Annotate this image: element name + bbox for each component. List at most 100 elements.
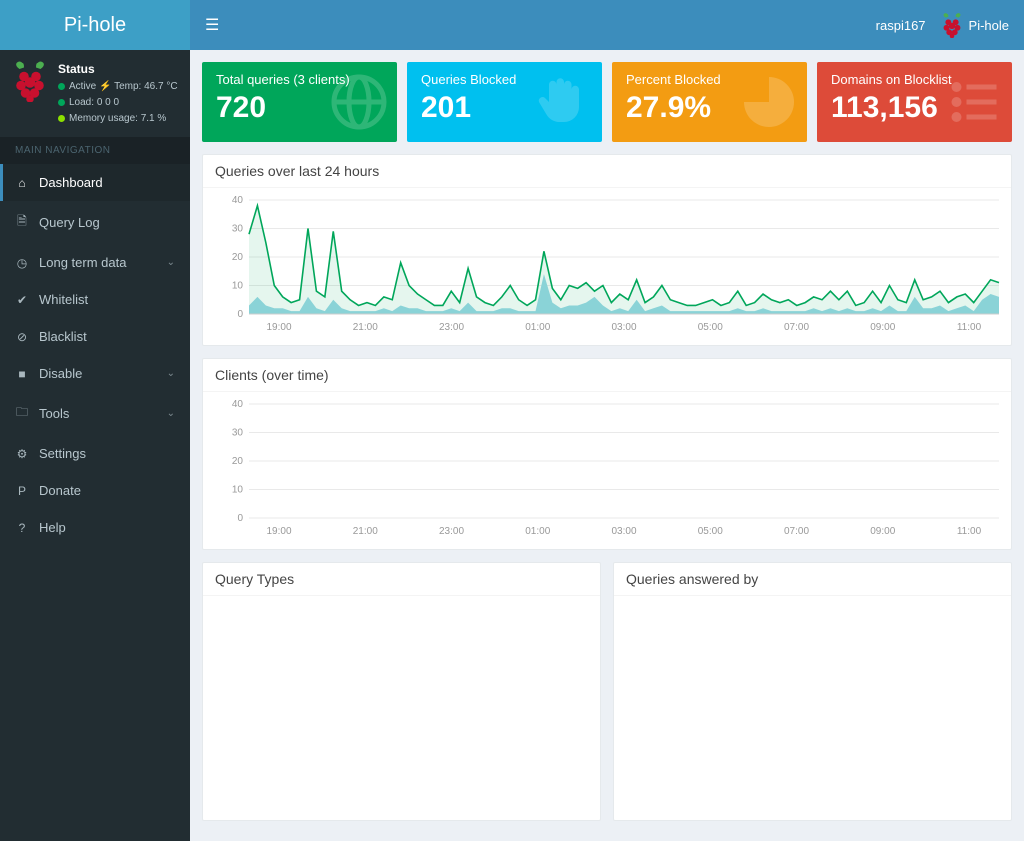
svg-text:03:00: 03:00 [611, 526, 636, 537]
sidebar-item-help[interactable]: ? Help [0, 509, 190, 546]
raspberry-icon [12, 60, 48, 102]
svg-text:07:00: 07:00 [784, 526, 809, 537]
svg-text:19:00: 19:00 [266, 322, 291, 333]
chevron-down-icon: ⌄ [167, 257, 175, 268]
card-value: 201 [421, 91, 588, 125]
svg-text:19:00: 19:00 [266, 526, 291, 537]
status-memory: Memory usage: 7.1 % [58, 111, 178, 127]
nav-label: Disable [39, 366, 82, 381]
status-load: Load: 0 0 0 [58, 95, 178, 111]
card-value: 27.9% [626, 91, 793, 125]
panel-title: Query Types [203, 563, 600, 596]
raspberry-icon [941, 12, 963, 38]
brand-logo[interactable]: Pi-hole [0, 0, 190, 50]
nav-label: Long term data [39, 255, 126, 270]
svg-text:23:00: 23:00 [439, 322, 464, 333]
card-label: Queries Blocked [421, 72, 588, 87]
content-area: Total queries (3 clients) 720 Queries Bl… [190, 50, 1024, 841]
topbar-right: ☰ raspi167 Pi-hole [190, 0, 1024, 50]
user-area: raspi167 Pi-hole [876, 12, 1009, 38]
svg-text:30: 30 [232, 224, 244, 235]
file-icon: 🗎 [15, 212, 29, 233]
svg-text:21:00: 21:00 [353, 526, 378, 537]
nav-label: Donate [39, 483, 81, 498]
answered-by-donut[interactable] [626, 602, 836, 812]
chevron-down-icon: ⌄ [167, 368, 175, 379]
card-value: 113,156 [831, 91, 998, 125]
check-icon: ✔ [15, 293, 29, 307]
status-active: Active ⚡ Temp: 46.7 °C [58, 79, 178, 95]
sidebar-item-donate[interactable]: P Donate [0, 472, 190, 509]
svg-text:11:00: 11:00 [957, 322, 982, 333]
svg-text:10: 10 [232, 281, 244, 292]
svg-text:01:00: 01:00 [525, 526, 550, 537]
nav-list: ⌂Dashboard 🗎 Query Log ◷ Long term data ⌄ ✔ Whi… [0, 164, 190, 546]
nav-label: Whitelist [39, 292, 88, 307]
cogs-icon: ⚙ [15, 447, 29, 461]
sidebar-item-blacklist[interactable]: ⊘ Blacklist [0, 318, 190, 355]
query-types-donut[interactable] [215, 602, 425, 812]
svg-text:05:00: 05:00 [698, 526, 723, 537]
sidebar-item-querylog[interactable]: 🗎 Query Log [0, 201, 190, 244]
sidebar-item-whitelist[interactable]: ✔ Whitelist [0, 281, 190, 318]
card-domains-blocklist[interactable]: Domains on Blocklist 113,156 [817, 62, 1012, 142]
nav-header: MAIN NAVIGATION [0, 137, 190, 164]
svg-text:40: 40 [232, 195, 244, 206]
svg-text:10: 10 [232, 485, 244, 496]
help-icon: ? [15, 521, 29, 535]
paypal-icon: P [15, 484, 29, 498]
svg-text:11:00: 11:00 [957, 526, 982, 537]
svg-text:23:00: 23:00 [439, 526, 464, 537]
panel-query-types: Query Types [202, 562, 601, 821]
clock-icon: ◷ [15, 256, 29, 270]
svg-text:07:00: 07:00 [784, 322, 809, 333]
clients-chart[interactable]: 0 10 20 30 40 19:00 21:00 23:00 01:00 03:00 05:00 0… [215, 398, 1005, 538]
sidebar-item-dashboard[interactable]: ⌂Dashboard [0, 164, 190, 201]
folder-icon: 🗀 [15, 403, 29, 424]
user-menu[interactable]: Pi-hole [941, 12, 1009, 38]
svg-text:21:00: 21:00 [353, 322, 378, 333]
queries-24h-chart[interactable]: 01020304019:0021:0023:0001:0003:0005:000… [215, 194, 1005, 334]
card-label: Domains on Blocklist [831, 72, 998, 87]
stop-icon: ■ [15, 367, 29, 381]
panel-title: Clients (over time) [203, 359, 1011, 392]
hostname-label: raspi167 [876, 18, 926, 33]
nav-label: Blacklist [39, 329, 87, 344]
sidebar-toggle-button[interactable]: ☰ [205, 15, 219, 35]
sidebar-item-settings[interactable]: ⚙ Settings [0, 435, 190, 472]
ban-icon: ⊘ [15, 330, 29, 344]
svg-text:0: 0 [237, 513, 243, 524]
nav-label: Help [39, 520, 66, 535]
sidebar-item-longterm[interactable]: ◷ Long term data ⌄ [0, 244, 190, 281]
svg-text:0: 0 [237, 309, 243, 320]
card-label: Total queries (3 clients) [216, 72, 383, 87]
svg-text:03:00: 03:00 [611, 322, 636, 333]
card-queries-blocked[interactable]: Queries Blocked 201 [407, 62, 602, 142]
sidebar-item-tools[interactable]: 🗀 Tools ⌄ [0, 392, 190, 435]
nav-label: Settings [39, 446, 86, 461]
card-value: 720 [216, 91, 383, 125]
svg-text:09:00: 09:00 [870, 322, 895, 333]
svg-text:30: 30 [232, 428, 244, 439]
sidebar: Status Active ⚡ Temp: 46.7 °C Load: 0 0 … [0, 50, 190, 841]
user-label: Pi-hole [969, 18, 1009, 33]
card-total-queries[interactable]: Total queries (3 clients) 720 [202, 62, 397, 142]
sidebar-item-disable[interactable]: ■ Disable ⌄ [0, 355, 190, 392]
svg-text:05:00: 05:00 [698, 322, 723, 333]
home-icon: ⌂ [15, 176, 29, 190]
panel-title: Queries answered by [614, 563, 1011, 596]
panel-clients-over-time: Clients (over time) 0 10 20 30 40 19:00 21:00 2… [202, 358, 1012, 550]
chevron-down-icon: ⌄ [167, 408, 175, 419]
card-label: Percent Blocked [626, 72, 793, 87]
status-block: Status Active ⚡ Temp: 46.7 °C Load: 0 0 … [0, 50, 190, 137]
status-title: Status [58, 60, 178, 79]
nav-label: Query Log [39, 215, 100, 230]
svg-text:40: 40 [232, 399, 244, 410]
card-percent-blocked[interactable]: Percent Blocked 27.9% [612, 62, 807, 142]
nav-label: Tools [39, 406, 69, 421]
svg-text:01:00: 01:00 [525, 322, 550, 333]
svg-text:20: 20 [232, 456, 244, 467]
stat-cards-row: Total queries (3 clients) 720 Queries Bl… [202, 62, 1012, 142]
svg-text:09:00: 09:00 [870, 526, 895, 537]
topbar: Pi-hole ☰ raspi167 Pi-hole [0, 0, 1024, 50]
